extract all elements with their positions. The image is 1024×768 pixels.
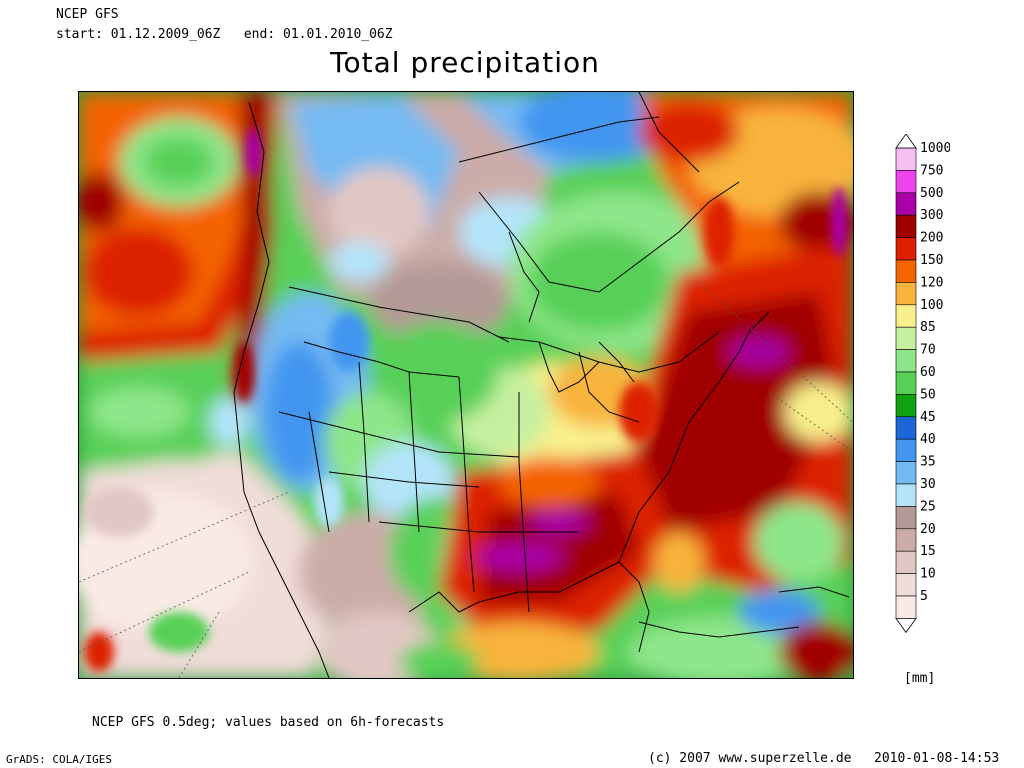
copyright-text: (c) 2007 www.superzelle.de xyxy=(648,751,852,766)
colorbar-tick-label: 200 xyxy=(920,231,943,246)
colorbar-tick-label: 85 xyxy=(920,320,936,335)
colorbar-top-arrow xyxy=(895,134,917,149)
colorbar-swatch xyxy=(895,595,917,619)
colorbar-swatch xyxy=(895,282,917,306)
colorbar-tick-label: 70 xyxy=(920,343,936,358)
colorbar-swatch xyxy=(895,506,917,530)
colorbar-swatch xyxy=(895,483,917,507)
colorbar-swatch xyxy=(895,147,917,171)
colorbar-tick-label: 300 xyxy=(920,208,943,223)
colorbar-tick-label: 35 xyxy=(920,455,936,470)
model-name: NCEP GFS xyxy=(56,7,119,22)
colorbar-tick-label: 120 xyxy=(920,275,943,290)
start-value: 01.12.2009_06Z xyxy=(110,27,221,42)
start-label: start: xyxy=(56,27,103,42)
colorbar-swatch xyxy=(895,349,917,373)
colorbar-tick-label: 60 xyxy=(920,365,936,380)
colorbar-swatch xyxy=(895,573,917,597)
colorbar-swatch xyxy=(895,416,917,440)
colorbar-swatch xyxy=(895,371,917,395)
colorbar-swatch xyxy=(895,438,917,462)
colorbar-swatch xyxy=(895,170,917,194)
colorbar-tick-label: 25 xyxy=(920,499,936,514)
colorbar-tick-label: 20 xyxy=(920,522,936,537)
colorbar-tick-label: 10 xyxy=(920,567,936,582)
precipitation-map-graphic xyxy=(79,92,853,678)
colorbar-swatch xyxy=(895,550,917,574)
colorbar-swatch xyxy=(895,237,917,261)
coordinate-gridlines xyxy=(79,281,853,678)
colorbar-tick-label: 150 xyxy=(920,253,943,268)
colorbar-tick-label: 5 xyxy=(920,589,928,604)
timestamp: 2010-01-08-14:53 xyxy=(874,751,1000,766)
colorbar-legend: 1000 750 500 300 200 150 120 100 85 70 60 50 45 40 35 3… xyxy=(895,134,950,634)
colorbar-swatch xyxy=(895,528,917,552)
map-title: Total precipitation xyxy=(330,46,600,79)
precipitation-map xyxy=(78,91,854,679)
colorbar-tick-label: 750 xyxy=(920,163,943,178)
colorbar-tick-label: 500 xyxy=(920,186,943,201)
colorbar-swatch xyxy=(895,259,917,283)
colorbar-tick-label: 1000 xyxy=(920,141,950,156)
colorbar-swatch xyxy=(895,192,917,216)
colorbar-tick-label: 50 xyxy=(920,387,936,402)
colorbar-tick-label: 30 xyxy=(920,477,936,492)
colorbar-swatch xyxy=(895,214,917,238)
software-credit: GrADS: COLA/IGES xyxy=(6,753,112,766)
forecast-range: start: 01.12.2009_06Z end: 01.01.2010_06… xyxy=(56,28,393,42)
colorbar-tick-label: 15 xyxy=(920,544,936,559)
unit-label: [mm] xyxy=(904,671,936,686)
colorbar-tick-label: 40 xyxy=(920,432,936,447)
precip-field xyxy=(79,92,853,678)
footer-note: NCEP GFS 0.5deg; values based on 6h-fore… xyxy=(92,715,445,730)
colorbar-swatch xyxy=(895,461,917,485)
colorbar-bottom-arrow xyxy=(895,618,917,634)
colorbar-swatch xyxy=(895,304,917,328)
colorbar-tick-label: 100 xyxy=(920,298,943,313)
colorbar-swatch xyxy=(895,326,917,350)
colorbar-tick-label: 45 xyxy=(920,410,936,425)
end-value: 01.01.2010_06Z xyxy=(283,27,393,42)
colorbar-swatch xyxy=(895,394,917,418)
end-label: end: xyxy=(243,27,276,42)
coastline-borders xyxy=(233,92,850,678)
